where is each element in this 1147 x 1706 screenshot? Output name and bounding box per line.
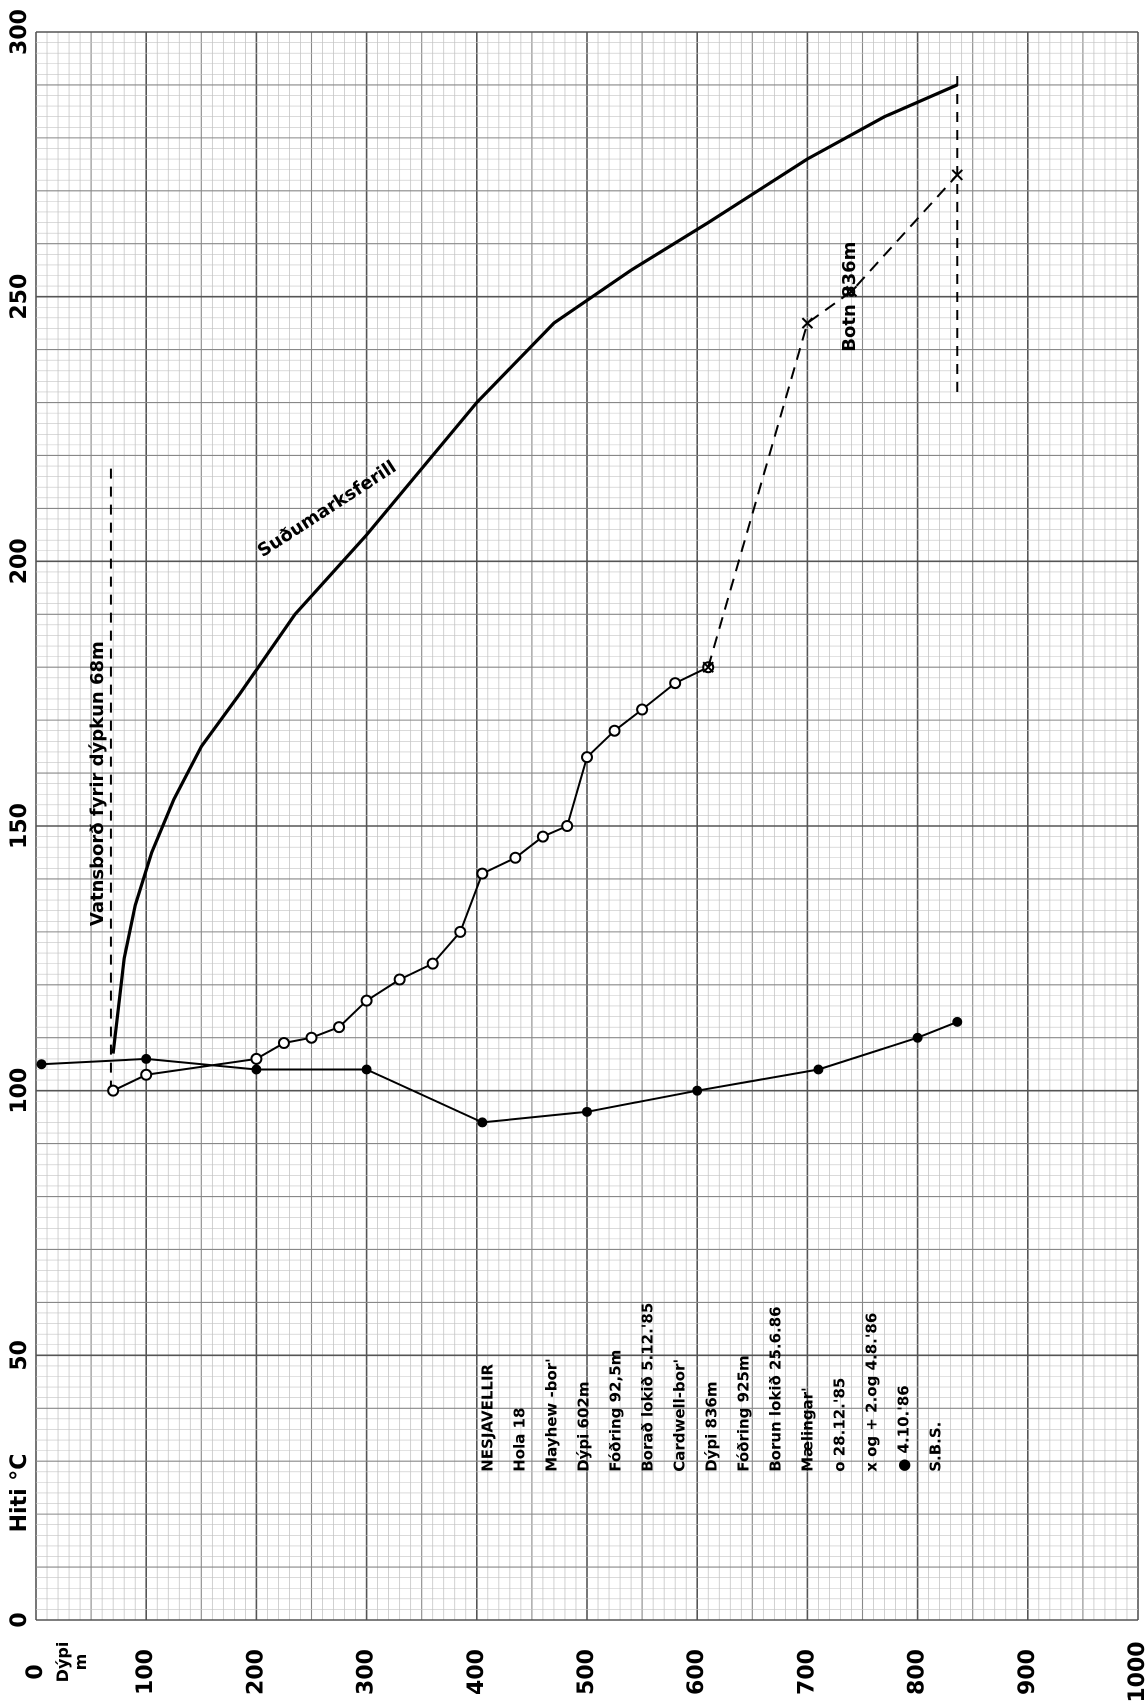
series-2-line — [41, 1020, 958, 1124]
series-2-point — [692, 1085, 703, 1096]
grid — [35, 31, 1139, 1621]
depth-tick-label: 800 — [905, 1649, 930, 1695]
series-0-point — [250, 1052, 263, 1065]
series-0-point — [669, 677, 682, 690]
series-2-point — [251, 1064, 262, 1075]
series-1-point — [951, 169, 963, 181]
series-0-point — [333, 1021, 346, 1034]
water-level-label: Vatnsborð fyrir dýpkun 68m — [87, 641, 108, 926]
series-0-point — [426, 957, 439, 970]
temperature-tick-label: 200 — [7, 538, 32, 584]
note-line: Dýpi 602m — [575, 1382, 593, 1472]
note-line: Dýpi 836m — [703, 1382, 721, 1472]
series-2-point — [36, 1059, 47, 1070]
series-3-line — [111, 83, 958, 1054]
note-line: o 28.12.'85 — [831, 1378, 849, 1472]
temperature-tick-label: 250 — [7, 274, 32, 320]
series-1-line — [707, 174, 959, 668]
series-0-point — [608, 724, 621, 737]
series-0-point — [476, 867, 489, 880]
note-line: Fóðring 925m — [735, 1355, 753, 1471]
series-0-point — [107, 1084, 120, 1097]
depth-tick-label: 600 — [684, 1649, 709, 1695]
temperature-tick-label: 100 — [7, 1068, 32, 1114]
note-line: S.B.S. — [927, 1422, 945, 1472]
series-2-point — [952, 1016, 963, 1027]
depth-tick-label: 400 — [464, 1649, 489, 1695]
labels: Suðumarksferill — [254, 456, 400, 561]
series-0-point — [561, 820, 574, 832]
note-line: NESJAVELLIR — [479, 1363, 497, 1471]
note-line: Borað lokið 5.12.'85 — [639, 1303, 657, 1472]
note-line: ● 4.10.'86 — [895, 1385, 913, 1471]
temperature-tick-label: 300 — [7, 9, 32, 55]
depth-tick-label: 200 — [243, 1649, 268, 1695]
depth-tick-label: 100 — [133, 1649, 158, 1695]
note-line: Borun lokið 25.6.86 — [767, 1306, 785, 1471]
temperature-tick-label: 150 — [7, 803, 32, 849]
series-2-point — [477, 1117, 488, 1128]
series-0-point — [636, 703, 649, 716]
note-line: x og + 2.og 4.8.'86 — [863, 1313, 881, 1472]
bottom-label: Botn 836m — [839, 242, 860, 352]
series-2-point — [141, 1053, 152, 1064]
series-2-point — [912, 1032, 923, 1043]
series-0-point — [581, 751, 593, 764]
series-2-point — [361, 1064, 372, 1075]
note-line: Mayhew -bor' — [543, 1358, 561, 1472]
note-line: Hola 18 — [511, 1408, 529, 1472]
note-line: Mælingar' — [799, 1387, 817, 1471]
series-0-point — [536, 830, 549, 843]
depth-axis-label-part: Dýpi — [53, 1642, 72, 1683]
series-1-point — [845, 285, 858, 298]
axes: 0 50 100 150 200 250 300 0 100 200 300 400 500 600 700… — [7, 9, 1147, 1703]
depth-tick-label: 700 — [794, 1649, 819, 1695]
series-0-point — [140, 1068, 153, 1081]
reference-lines: Vatnsborð fyrir dýpkun 68m Botn 836m — [87, 69, 959, 1091]
series — [36, 83, 963, 1128]
series-0-point — [360, 994, 373, 1007]
series-0-point — [277, 1037, 290, 1050]
series-0-point — [509, 851, 522, 864]
curve-label-suðumarksferill: Suðumarksferill — [254, 456, 400, 561]
depth-axis-label: Dýpim — [53, 1642, 90, 1683]
notes-block: NESJAVELLIR Hola 18 Mayhew -bor' Dýpi 602m F… — [479, 1303, 945, 1472]
depth-tick-label: 1000 — [1125, 1641, 1147, 1702]
series-2-point — [813, 1064, 824, 1075]
temperature-tick-label: 50 — [7, 1340, 32, 1371]
temperature-axis-label: Hiti °C — [7, 1454, 32, 1533]
depth-tick-label: 500 — [574, 1649, 599, 1695]
depth-tick-label: 300 — [354, 1649, 379, 1695]
note-line: Cardwell-bor' — [671, 1359, 689, 1472]
series-1-point — [801, 317, 814, 329]
series-1-point — [702, 661, 714, 673]
series-0-point — [393, 973, 406, 986]
depth-tick-label: 900 — [1015, 1649, 1040, 1695]
depth-axis-label-part: m — [71, 1654, 90, 1671]
series-2-point — [582, 1106, 592, 1117]
depth-tick-label: 0 — [23, 1664, 48, 1679]
series-0-point — [305, 1031, 318, 1044]
series-0-point — [454, 925, 467, 938]
temperature-tick-label: 0 — [7, 1612, 32, 1627]
note-line: Fóðring 92,5m — [607, 1350, 625, 1472]
